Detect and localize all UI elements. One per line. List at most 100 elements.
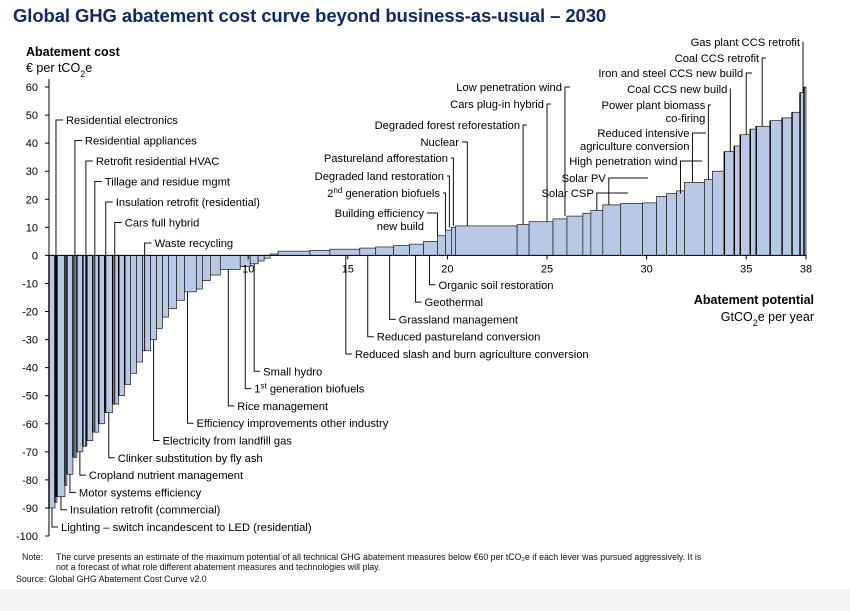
leader-line	[761, 57, 766, 127]
lever-label: Residential electronics	[66, 115, 178, 127]
leader-line	[79, 451, 86, 476]
bar-55	[656, 196, 667, 256]
bar-10	[92, 255, 100, 433]
leader-line	[522, 124, 527, 225]
leader-line	[244, 266, 252, 390]
bottom-bar	[0, 589, 850, 611]
lever-label-line2: new build	[377, 221, 424, 233]
lever-label-part: Solar PV	[562, 173, 607, 185]
lever-label: Grassland management	[399, 314, 519, 326]
bar-48	[552, 218, 568, 256]
y-tick-label: -70	[22, 447, 38, 459]
lever-label: Motor systems efficiency	[79, 487, 202, 499]
lever-label: Electricity from landfill gas	[163, 436, 293, 448]
lever-label: Lighting – switch incandescent to LED (r…	[61, 522, 312, 534]
bar-35	[309, 249, 331, 256]
leader-line	[153, 339, 160, 441]
x-tick-label: 10	[242, 263, 254, 275]
leader-line	[596, 192, 628, 211]
y-tick-label: 0	[32, 250, 38, 262]
lever-label-part: Nuclear	[420, 137, 459, 149]
lever-label-part: Cropland nutrient management	[89, 470, 244, 482]
y-axis-title: Abatement cost	[26, 45, 121, 59]
lever-label-part: Coal CCS retrofit	[675, 53, 760, 65]
bar-38	[375, 246, 394, 256]
lever-label: Waste recycling	[155, 238, 234, 250]
y-tick-label: -100	[16, 531, 38, 543]
bar-34	[277, 250, 311, 256]
y-tick-label: 20	[26, 194, 38, 206]
lever-label-part: Organic soil restoration	[438, 280, 553, 292]
lever-label: 1st generation biofuels	[254, 381, 365, 396]
bar-60	[712, 170, 725, 256]
lever-label: Degraded forest reforestation	[375, 120, 521, 132]
bar-5	[66, 255, 74, 475]
lever-label-part: st	[260, 381, 267, 390]
leader-line	[60, 496, 67, 511]
y-tick-label: 60	[26, 82, 38, 94]
lever-label: High penetration wind	[569, 156, 677, 168]
bar-27	[210, 255, 221, 276]
lever-label: Reduced slash and burn agriculture conve…	[355, 349, 589, 361]
x-tick-label: 38	[800, 263, 812, 275]
lever-label-part: Building efficiency	[335, 208, 425, 220]
leader-line	[462, 141, 468, 226]
lever-label: Efficiency improvements other industry	[196, 418, 388, 430]
lever-label-part: generation biofuels	[342, 188, 440, 200]
y-axis-unit: € per tCO2e	[26, 61, 92, 79]
x-axis-title: Abatement potential	[694, 293, 814, 307]
leader-line	[144, 242, 152, 351]
bar-19	[150, 255, 157, 340]
x-tick-label: 25	[541, 263, 553, 275]
leader-line	[69, 474, 76, 493]
lever-label-part: Grassland management	[399, 314, 519, 326]
bar-46	[516, 224, 530, 256]
leader-line	[108, 412, 115, 459]
lever-label-part: Reduced intensive	[597, 128, 689, 140]
leader-line	[55, 119, 63, 497]
leader-line	[729, 88, 731, 152]
lever-label-part: Low penetration wind	[456, 82, 562, 94]
leader-line	[428, 255, 436, 286]
bar-68	[791, 111, 801, 256]
lever-label-part: High penetration wind	[569, 156, 677, 168]
lever-label-part: Efficiency improvements other industry	[196, 418, 388, 430]
bar-41	[423, 240, 438, 256]
leader-line	[74, 140, 82, 458]
leader-line	[443, 192, 446, 231]
leader-line	[447, 175, 450, 228]
lever-label-part: Degraded forest reforestation	[375, 120, 521, 132]
y-tick-label: -60	[22, 419, 38, 431]
leader-line	[415, 255, 422, 303]
bar-40	[409, 243, 424, 256]
y-tick-label: -50	[22, 391, 38, 403]
lever-label: Reduced intensive	[597, 128, 689, 140]
leader-line	[707, 104, 711, 180]
bar-9	[86, 255, 94, 441]
bar-50	[582, 212, 592, 256]
lever-label-part: nd	[333, 186, 342, 195]
bar-11	[98, 255, 106, 425]
lever-label: 2nd generation biofuels	[327, 186, 440, 201]
bar-14	[118, 255, 126, 397]
bar-18	[142, 255, 151, 352]
lever-label: Cars full hybrid	[125, 218, 200, 230]
lever-label: Clinker substitution by fly ash	[118, 453, 263, 465]
lever-label: Solar CSP	[542, 188, 594, 200]
lever-label-line2: agriculture conversion	[580, 141, 689, 153]
lever-label: Solar PV	[562, 173, 607, 185]
y-tick-label: -30	[22, 335, 38, 347]
y-tick-label: -80	[22, 475, 38, 487]
lever-label: Cars plug-in hybrid	[450, 99, 544, 111]
bar-13	[112, 255, 120, 405]
lever-label-part: Power plant biomass	[602, 100, 706, 112]
y-tick-label: 40	[26, 138, 38, 150]
bar-26	[202, 255, 211, 281]
lever-label: Rice management	[237, 401, 329, 413]
lever-label-part: Motor systems efficiency	[79, 487, 202, 499]
lever-label: Coal CCS new build	[627, 84, 727, 96]
bar-42	[437, 235, 446, 256]
bar-66	[769, 120, 783, 256]
lever-label: Low penetration wind	[456, 82, 562, 94]
lever-label: Power plant biomass	[602, 100, 706, 112]
